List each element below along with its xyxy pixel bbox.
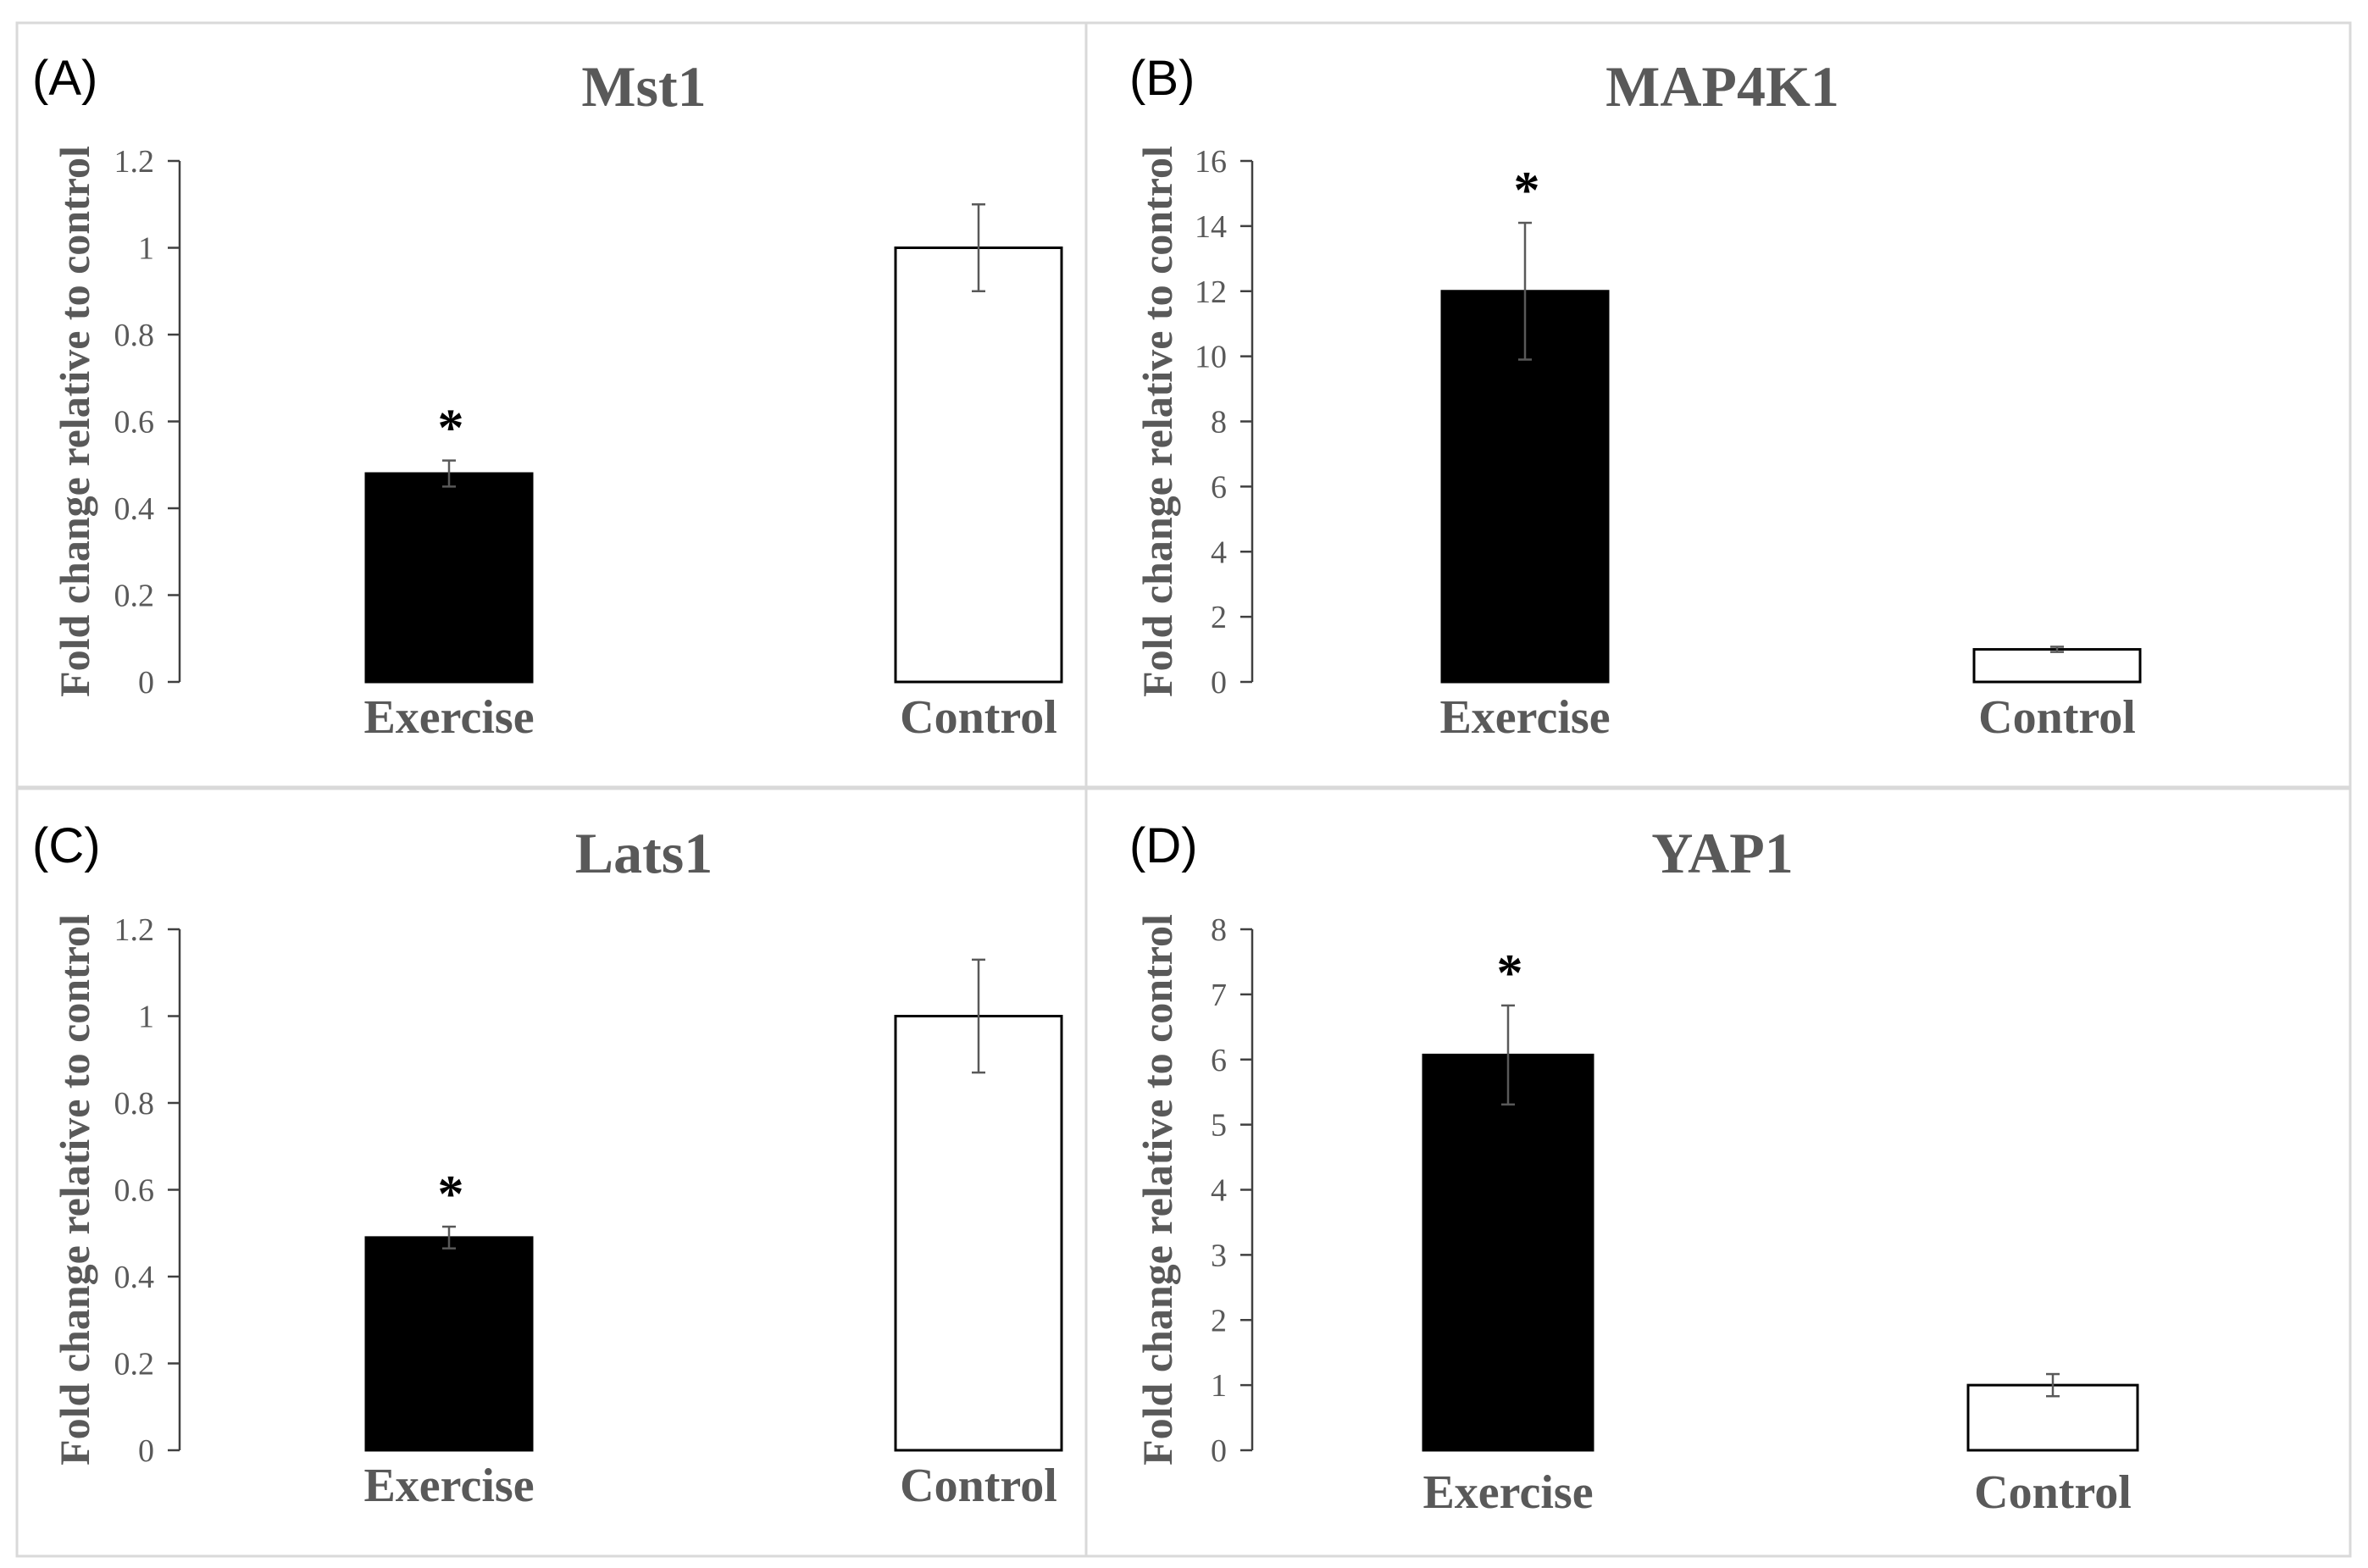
- y-tick-label: 0: [138, 665, 154, 701]
- x-category-label: Exercise: [1422, 1466, 1593, 1519]
- y-tick-label: 0: [1211, 665, 1227, 701]
- bar-control: [1972, 648, 2142, 684]
- y-tick-label: 10: [1195, 340, 1227, 375]
- chart-panel-d: (D) YAP1 Fold change relative to control 0 1…: [1084, 787, 2352, 1558]
- chart-panel-b: (B) MAP4K1 Fold change relative to control…: [1084, 21, 2352, 789]
- y-tick-label: 0.2: [114, 1347, 155, 1382]
- y-tick-label: 1: [138, 231, 154, 267]
- y-axis-label: Fold change relative to control: [1134, 914, 1181, 1465]
- y-tick-label: 1: [1211, 1368, 1227, 1404]
- y-tick-label: 0.6: [114, 1173, 155, 1209]
- significance-mark: *: [1514, 162, 1540, 219]
- y-tick-label: 0.4: [114, 491, 155, 527]
- y-tick-label: 2: [1211, 600, 1227, 635]
- y-axis-label: Fold change relative to control: [1134, 146, 1181, 697]
- bar-control: [894, 247, 1063, 684]
- error-bar: [442, 459, 456, 488]
- panels: (A) Mst1 Fold change relative to control 0 0…: [15, 21, 2352, 1558]
- y-tick-label: 0.4: [114, 1260, 155, 1295]
- y-tick-label: 8: [1211, 405, 1227, 440]
- error-bar: [2046, 1372, 2060, 1398]
- y-tick-label: 1.2: [114, 912, 155, 948]
- y-tick-label: 4: [1211, 1173, 1227, 1209]
- x-category-label: Control: [1978, 691, 2136, 744]
- y-axis-label: Fold change relative to control: [51, 146, 98, 697]
- y-tick-label: 3: [1211, 1238, 1227, 1273]
- y-tick-label: 0.8: [114, 318, 155, 353]
- x-category-label: Exercise: [363, 1460, 534, 1512]
- y-tick-label: 4: [1211, 535, 1227, 570]
- bar-exercise: [1422, 1053, 1594, 1452]
- error-bar: [1518, 221, 1532, 361]
- panel-label: (B): [1129, 51, 1195, 106]
- y-tick-label: 16: [1195, 144, 1227, 180]
- panel-label: (C): [32, 818, 101, 873]
- panel-label: (D): [1129, 818, 1198, 873]
- chart-title: Mst1: [581, 54, 706, 119]
- y-tick-label: 14: [1195, 209, 1227, 245]
- chart-panel-a: (A) Mst1 Fold change relative to control 0 0…: [15, 21, 1088, 789]
- significance-mark: *: [438, 400, 464, 457]
- error-bar: [442, 1225, 456, 1249]
- y-tick-label: 2: [1211, 1303, 1227, 1338]
- y-tick-label: 0.6: [114, 405, 155, 440]
- error-bar: [972, 203, 985, 292]
- y-tick-label: 6: [1211, 469, 1227, 505]
- y-tick-label: 5: [1211, 1108, 1227, 1144]
- y-tick-label: 0.8: [114, 1086, 155, 1122]
- chart-panel-c: (C) Lats1 Fold change relative to control 0…: [15, 787, 1088, 1558]
- y-tick-label: 0.2: [114, 579, 155, 614]
- panel-border: [1084, 787, 2352, 1558]
- error-bar: [2050, 645, 2064, 653]
- bar-exercise: [364, 472, 534, 684]
- significance-mark: *: [438, 1166, 464, 1223]
- chart-title: Lats1: [575, 821, 713, 885]
- y-tick-label: 0: [1211, 1433, 1227, 1469]
- bar-control: [894, 1015, 1063, 1452]
- y-tick-label: 1.2: [114, 144, 155, 180]
- y-tick-label: 8: [1211, 912, 1227, 948]
- y-tick-label: 7: [1211, 978, 1227, 1013]
- x-category-label: Exercise: [1439, 691, 1610, 744]
- significance-mark: *: [1497, 945, 1523, 1002]
- chart-title: MAP4K1: [1605, 54, 1839, 119]
- y-tick-label: 6: [1211, 1043, 1227, 1078]
- x-category-label: Control: [900, 1460, 1057, 1512]
- x-category-label: Control: [900, 691, 1057, 744]
- y-tick-label: 0: [138, 1433, 154, 1469]
- chart-title: YAP1: [1651, 821, 1794, 885]
- y-tick-label: 12: [1195, 274, 1227, 310]
- error-bar: [1501, 1004, 1515, 1106]
- x-category-label: Control: [1974, 1466, 2132, 1519]
- x-category-label: Exercise: [363, 691, 534, 744]
- bar-exercise: [364, 1236, 534, 1452]
- y-tick-label: 1: [138, 1000, 154, 1035]
- panel-border: [1084, 21, 2352, 789]
- panel-label: (A): [32, 51, 97, 106]
- error-bar: [972, 958, 985, 1074]
- y-axis-label: Fold change relative to control: [51, 914, 98, 1465]
